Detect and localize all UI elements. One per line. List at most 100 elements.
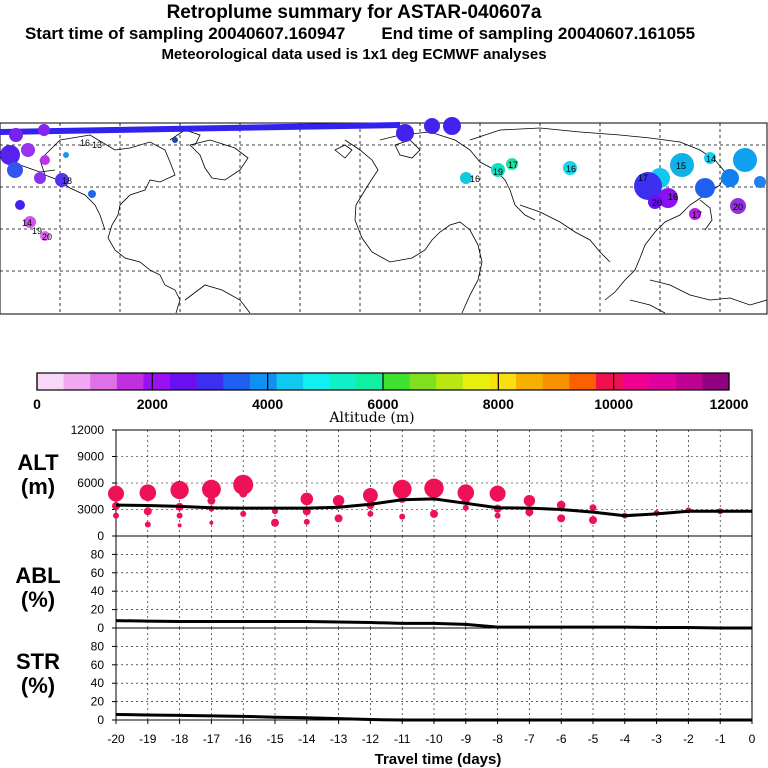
altitude-marker <box>144 521 151 528</box>
y-tick-label: 40 <box>91 584 105 598</box>
altitude-marker <box>332 494 345 507</box>
plume-marker <box>648 195 662 209</box>
colorbar-swatch <box>170 373 198 390</box>
altitude-marker <box>201 479 221 499</box>
start-time-text: Start time of sampling 20040607.160947 <box>24 24 346 43</box>
altitude-marker <box>139 484 157 502</box>
panel-label: STR <box>16 649 60 674</box>
altitude-marker <box>494 512 501 519</box>
map-label: 16 <box>566 164 576 174</box>
plume-marker <box>21 143 35 157</box>
plume-marker <box>460 172 472 184</box>
altitude-marker <box>367 510 374 517</box>
plume-marker <box>491 163 505 177</box>
x-tick-label: -20 <box>107 732 125 746</box>
plume-marker <box>40 231 50 241</box>
plume-marker <box>721 169 739 187</box>
colorbar-tick-label: 2000 <box>137 396 168 412</box>
colorbar-swatch <box>196 373 224 390</box>
plume-marker <box>424 118 440 134</box>
x-tick-label: -5 <box>588 732 599 746</box>
panel-alt: 0 3000 6000 9000 12000 ALT(m) <box>17 423 753 543</box>
colorbar-swatch <box>37 373 65 390</box>
map-label: 17 <box>638 173 648 183</box>
map-gridlines <box>0 123 767 314</box>
y-tick-label: 6000 <box>77 476 104 490</box>
x-tick-label: -17 <box>203 732 221 746</box>
x-tick-label: -15 <box>266 732 284 746</box>
map-label: 13 <box>92 140 102 150</box>
y-tick-label: 0 <box>97 713 104 727</box>
map-label: 16 <box>668 192 678 202</box>
plume-marker <box>689 208 701 220</box>
altitude-marker <box>177 523 182 528</box>
plume-marker <box>63 152 69 158</box>
panel-label: ABL <box>15 563 60 588</box>
map-label: 15 <box>676 161 686 171</box>
plume-marker <box>40 155 50 165</box>
colorbar-tick-label: 12000 <box>710 396 749 412</box>
colorbar-swatch <box>649 373 677 390</box>
x-tick-label: -14 <box>298 732 316 746</box>
track-line <box>0 122 401 135</box>
x-tick-label: -12 <box>362 732 380 746</box>
altitude-marker <box>556 500 566 510</box>
altitude-marker <box>430 509 438 518</box>
altitude-marker <box>462 504 469 511</box>
altitude-marker <box>392 479 412 499</box>
map-frame <box>0 122 768 315</box>
panel-unit: (%) <box>21 587 55 612</box>
plume-marker <box>15 200 25 210</box>
colorbar-swatch <box>569 373 597 390</box>
colorbar-swatch <box>329 373 357 390</box>
colorbar-swatch <box>356 373 384 390</box>
altitude-marker <box>557 514 566 523</box>
end-time-text: End time of sampling 20040607.161055 <box>381 24 696 43</box>
altitude-marker <box>399 513 406 520</box>
colorbar-tick-label: 10000 <box>594 396 633 412</box>
altitude-marker <box>525 508 534 517</box>
altitude-marker <box>271 518 279 527</box>
colorbar-swatch <box>63 373 91 390</box>
map-label: 14 <box>22 218 32 228</box>
x-tick-label: 0 <box>749 732 756 746</box>
x-tick-label: -7 <box>524 732 535 746</box>
colorbar-swatch <box>542 373 570 390</box>
colorbar-swatch <box>249 373 278 390</box>
altitude-colorbar: 0 2000 4000 6000 8000 10000 12000 <box>33 372 749 412</box>
chart-title: Retroplume summary for ASTAR-040607a <box>166 2 542 23</box>
altitude-marker <box>176 512 183 519</box>
colorbar-swatch <box>675 373 703 390</box>
x-tick-label: -4 <box>619 732 630 746</box>
plume-marker <box>634 172 662 200</box>
plume-marker <box>396 124 414 142</box>
colorbar-swatch <box>409 373 437 390</box>
plume-marker <box>0 145 20 165</box>
plume-marker <box>730 198 746 214</box>
y-tick-label: 12000 <box>71 423 105 437</box>
plume-marker <box>88 190 96 198</box>
plume-marker <box>55 173 69 187</box>
colorbar-label: Altitude (m) <box>328 410 414 426</box>
plume-marker <box>24 216 36 228</box>
y-tick-label: 60 <box>91 566 105 580</box>
altitude-marker <box>272 508 278 515</box>
map-label: 19 <box>32 226 42 236</box>
altitude-marker <box>523 494 536 507</box>
series-line <box>115 497 752 518</box>
y-tick-label: 80 <box>91 639 105 653</box>
y-tick-label: 0 <box>97 621 104 635</box>
colorbar-swatch <box>303 373 331 390</box>
line-panels: 030006000900012000ALT(m)020406080ABL(%)0… <box>15 423 755 768</box>
altitude-marker <box>239 489 248 498</box>
colorbar-swatch <box>595 373 624 390</box>
plume-marker <box>172 137 178 143</box>
colorbar-swatch <box>516 373 544 390</box>
colorbar-swatch <box>462 373 490 390</box>
altitude-marker <box>303 518 310 525</box>
plume-marker <box>733 148 757 172</box>
altitude-marker <box>209 520 214 525</box>
altitude-marker <box>207 496 216 505</box>
